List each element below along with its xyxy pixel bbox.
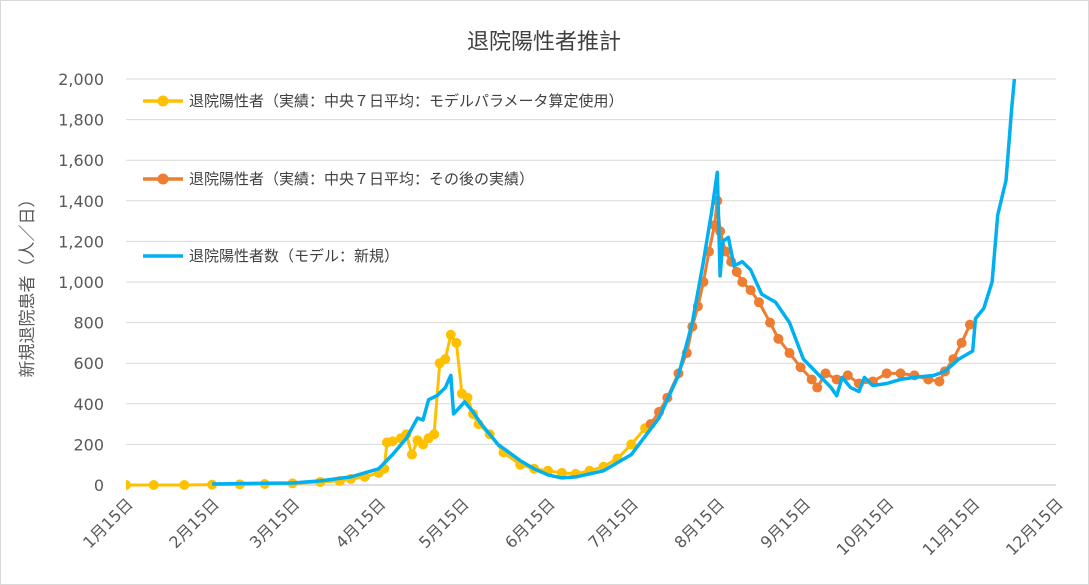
data-point: [745, 285, 756, 296]
series-group: [126, 78, 1017, 490]
data-point: [784, 348, 795, 359]
data-point: [737, 277, 748, 287]
series-line-3: [212, 78, 1017, 486]
series-line-2: [649, 199, 972, 425]
x-axis-ticks: 1月15日 2月15日 3月15日 4月15日 5月15日 6月15日 7月15日 8月15日…: [79, 494, 1067, 559]
legend-label-2: 退院陽性者（実績：中央７日平均：その後の実績）: [189, 170, 534, 188]
x-tick-label: 6月15日: [501, 494, 559, 552]
x-tick-label: 11月15日: [919, 494, 984, 559]
legend-label-3: 退院陽性者数（モデル：新規）: [189, 247, 399, 265]
data-point: [207, 479, 218, 490]
y-tick-label: 1,600: [58, 151, 104, 170]
y-tick-label: 400: [73, 395, 104, 414]
data-point: [765, 317, 776, 328]
x-tick-label: 7月15日: [584, 494, 642, 552]
data-point: [126, 480, 131, 490]
y-tick-label: 0: [94, 476, 104, 495]
legend-marker-1: [157, 95, 169, 107]
x-tick-label: 8月15日: [670, 494, 728, 552]
x-tick-label: 5月15日: [415, 494, 473, 552]
chart-title: 退院陽性者推計: [467, 30, 621, 55]
y-tick-label: 600: [73, 354, 104, 373]
data-point: [895, 368, 906, 379]
y-tick-label: 2,000: [58, 70, 104, 89]
data-point: [445, 329, 456, 340]
x-tick-label: 9月15日: [757, 494, 815, 552]
data-point: [731, 266, 742, 277]
y-tick-label: 1,800: [58, 111, 104, 130]
data-point: [795, 362, 806, 373]
x-tick-label: 1月15日: [79, 494, 137, 552]
legend-label-1: 退院陽性者（実績：中央７日平均：モデルパラメータ算定使用）: [189, 92, 624, 110]
x-tick-label: 10月15日: [833, 494, 898, 559]
data-point: [964, 319, 975, 330]
data-point: [806, 374, 817, 385]
data-point: [626, 439, 637, 450]
data-point: [956, 337, 967, 348]
x-tick-label: 12月15日: [1002, 494, 1067, 559]
series-line-1: [126, 333, 652, 487]
y-axis-ticks: 0 200 400 600 800 1,000 1,200 1,400 1,600 1,800 2,…: [58, 70, 104, 495]
legend-marker-2: [157, 173, 169, 185]
y-tick-label: 1,400: [58, 192, 104, 211]
x-tick-label: 3月15日: [246, 494, 304, 552]
data-point: [753, 297, 764, 308]
y-axis-label: 新規退院患者（人／日）: [18, 191, 38, 378]
data-point: [934, 376, 945, 387]
data-point: [881, 368, 892, 379]
x-tick-label: 4月15日: [332, 494, 390, 552]
data-point: [820, 368, 831, 379]
data-point: [406, 449, 417, 460]
gridlines: [126, 78, 1056, 486]
data-point: [556, 467, 567, 478]
data-point: [842, 370, 853, 381]
data-point: [148, 480, 159, 490]
data-point: [440, 354, 451, 365]
legend: 退院陽性者（実績：中央７日平均：モデルパラメータ算定使用） 退院陽性者（実績：中央…: [143, 92, 624, 265]
data-point: [429, 429, 440, 440]
data-point: [451, 337, 462, 348]
data-point: [773, 333, 784, 344]
data-point: [812, 382, 823, 393]
x-tick-label: 2月15日: [165, 494, 223, 552]
y-tick-label: 1,000: [58, 273, 104, 292]
y-tick-label: 800: [73, 314, 104, 333]
y-tick-label: 200: [73, 435, 104, 454]
y-tick-label: 1,200: [58, 232, 104, 251]
data-point: [387, 436, 398, 447]
data-point: [179, 480, 190, 490]
